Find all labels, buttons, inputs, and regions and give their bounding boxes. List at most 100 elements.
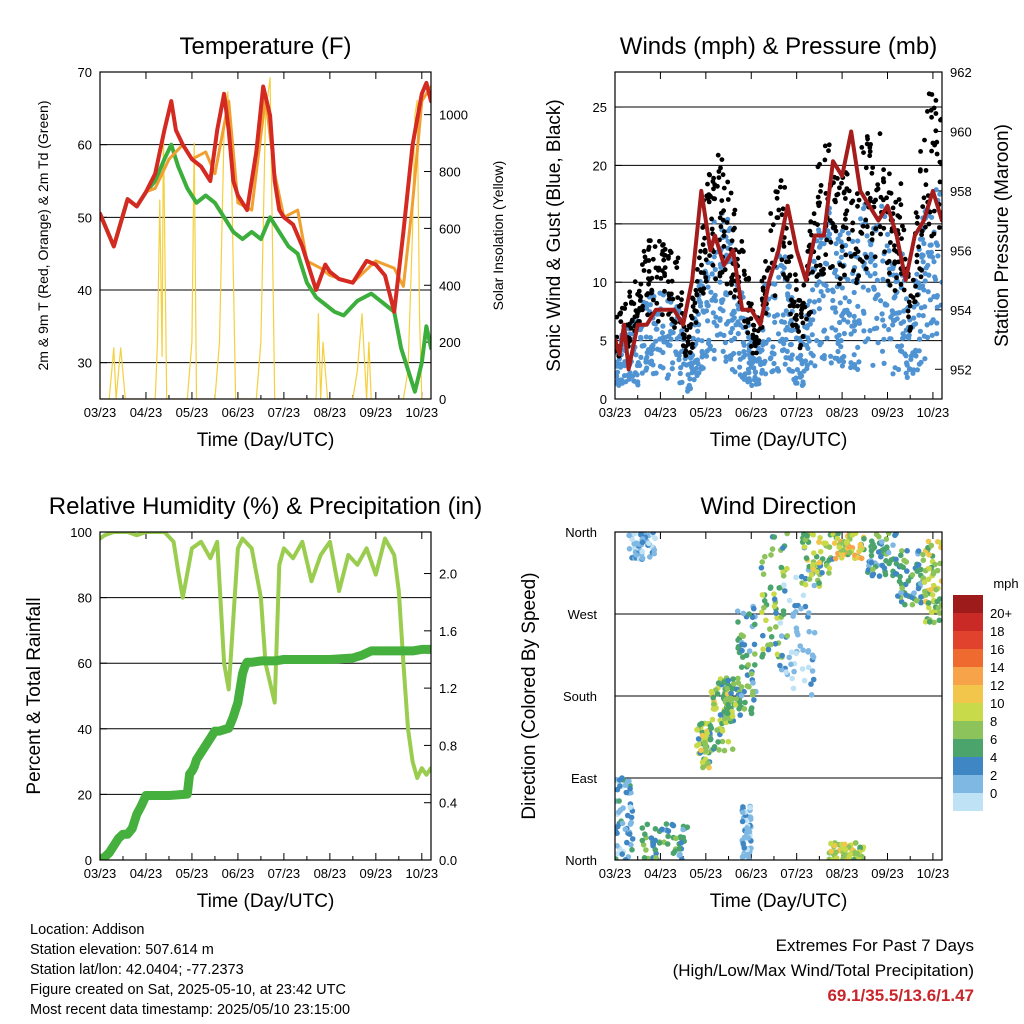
direction-point — [615, 856, 619, 860]
gust-point — [846, 236, 852, 242]
x-tick-label: 10/23 — [406, 866, 439, 881]
gust-point — [774, 195, 780, 201]
y-tick-label: 40 — [78, 283, 92, 298]
gust-point — [865, 191, 871, 196]
gust-point — [837, 262, 843, 268]
gust-point — [812, 220, 817, 226]
wind-point — [933, 240, 939, 246]
wind-point — [879, 348, 886, 354]
gust-point — [681, 332, 687, 338]
gust-point — [901, 227, 907, 233]
wind-point — [774, 312, 781, 318]
direction-point — [639, 555, 646, 561]
wind-point — [670, 360, 676, 366]
direction-point — [752, 651, 758, 657]
direction-point — [656, 840, 663, 846]
gust-point — [822, 143, 828, 149]
wind-point — [841, 353, 847, 360]
extremes-title: Extremes For Past 7 Days — [775, 936, 974, 955]
gust-point — [906, 299, 912, 305]
direction-point — [722, 715, 729, 721]
wind-point — [894, 310, 901, 316]
wind-point — [717, 317, 723, 323]
wind-point — [724, 321, 730, 327]
direction-point — [871, 544, 878, 550]
direction-point — [928, 542, 935, 549]
wind-point — [886, 248, 892, 254]
gust-point — [843, 225, 849, 231]
gust-point — [779, 212, 785, 218]
wind-point — [911, 315, 917, 321]
direction-point — [760, 632, 766, 639]
direction-point — [652, 826, 659, 832]
wind-point — [887, 336, 893, 342]
y-tick-label: 40 — [78, 722, 92, 737]
direction-point — [926, 551, 932, 558]
gust-point — [724, 220, 730, 225]
gust-point — [881, 178, 886, 184]
gust-point — [861, 150, 866, 156]
direction-point — [898, 589, 904, 596]
direction-point — [719, 728, 726, 734]
wind-point — [925, 262, 931, 268]
gust-point — [815, 255, 821, 261]
direction-point — [789, 675, 795, 682]
gust-point — [864, 224, 870, 230]
direction-point — [653, 854, 659, 860]
wind-point — [851, 289, 857, 296]
gust-point — [759, 278, 765, 284]
wind-point — [768, 355, 774, 361]
wind-point — [631, 378, 637, 384]
gust-point — [627, 338, 633, 344]
gust-point — [686, 334, 692, 340]
gust-point — [859, 231, 865, 236]
station-location: Location: Addison — [30, 922, 145, 938]
wind-point — [737, 364, 743, 370]
gust-point — [741, 268, 747, 274]
gust-point — [709, 226, 715, 232]
direction-point — [786, 654, 792, 661]
gust-point — [646, 269, 652, 274]
direction-point — [702, 742, 709, 748]
wind-point — [750, 355, 756, 361]
direction-point — [911, 590, 917, 596]
wind-point — [850, 238, 856, 244]
gust-point — [617, 311, 623, 317]
y2-tick-label: 1000 — [439, 108, 468, 123]
gust-point — [729, 275, 735, 280]
gust-point — [705, 181, 710, 187]
gust-point — [675, 295, 681, 300]
direction-point — [767, 626, 773, 632]
wind-point — [833, 309, 839, 315]
direction-point — [926, 604, 932, 611]
direction-point — [885, 532, 892, 536]
gust-point — [854, 191, 860, 197]
direction-point — [799, 666, 806, 672]
wind-point — [913, 353, 919, 359]
direction-point — [780, 611, 787, 617]
gust-point — [719, 157, 725, 163]
wind-point — [868, 259, 874, 265]
gust-point — [828, 239, 834, 245]
extremes-subtitle: (High/Low/Max Wind/Total Precipitation) — [672, 961, 974, 980]
direction-point — [828, 840, 834, 847]
direction-point — [710, 706, 717, 712]
wind-point — [643, 367, 649, 373]
wind-point — [697, 303, 704, 309]
y2-tick-label: 0.0 — [439, 853, 457, 868]
gust-point — [698, 248, 703, 254]
direction-point — [897, 573, 903, 580]
direction-point — [931, 619, 937, 626]
gust-point — [753, 334, 759, 340]
direction-point — [816, 539, 822, 545]
wind-point — [885, 231, 891, 237]
gust-point — [763, 259, 768, 264]
direction-point — [639, 825, 646, 831]
gust-point — [720, 217, 726, 223]
gust-point — [886, 190, 892, 196]
gust-point — [836, 281, 842, 287]
gust-point — [627, 294, 633, 299]
gust-point — [742, 318, 747, 324]
gust-point — [729, 279, 734, 284]
direction-point — [743, 652, 750, 659]
